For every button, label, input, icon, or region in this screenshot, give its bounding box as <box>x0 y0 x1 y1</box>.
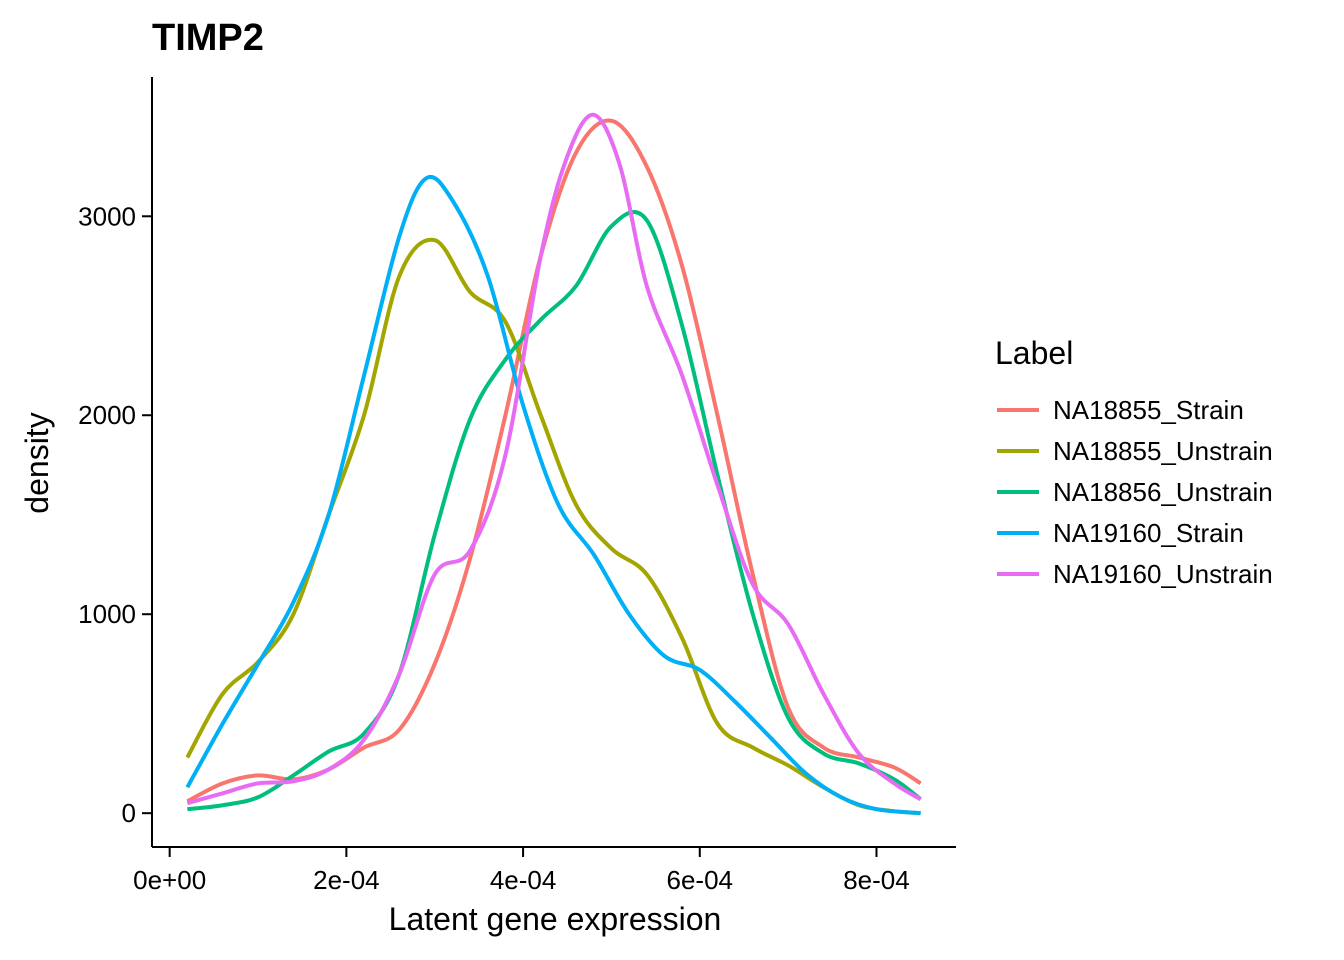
y-axis-label: density <box>19 412 55 513</box>
x-ticks: 0e+00 2e-04 4e-04 6e-04 8e-04 <box>133 847 910 895</box>
legend: Label NA18855_Strain NA18855_Unstrain NA18… <box>995 335 1273 589</box>
x-axis-label: Latent gene expression <box>389 901 722 937</box>
legend-label: NA18855_Unstrain <box>1053 436 1273 466</box>
y-tick-label: 1000 <box>78 599 136 629</box>
y-tick-label: 0 <box>122 798 136 828</box>
y-tick-label: 2000 <box>78 400 136 430</box>
x-tick-label: 4e-04 <box>490 865 557 895</box>
series-line-na18855-unstrain <box>185 237 921 816</box>
legend-label: NA19160_Unstrain <box>1053 559 1273 589</box>
x-tick-label: 2e-04 <box>313 865 380 895</box>
y-tick-label: 3000 <box>78 201 136 231</box>
legend-label: NA19160_Strain <box>1053 518 1244 548</box>
series-line-na19160-unstrain <box>186 112 922 806</box>
series-line-na19160-strain <box>185 175 921 816</box>
series-layer <box>185 112 922 816</box>
legend-title: Label <box>995 335 1073 371</box>
legend-label: NA18855_Strain <box>1053 395 1244 425</box>
series-line-na18856-unstrain <box>187 209 922 812</box>
plot-area <box>185 112 922 816</box>
x-tick-label: 6e-04 <box>667 865 734 895</box>
x-tick-label: 0e+00 <box>133 865 206 895</box>
y-ticks: 0 1000 2000 3000 <box>78 201 152 828</box>
x-tick-label: 8e-04 <box>843 865 910 895</box>
legend-label: NA18856_Unstrain <box>1053 477 1273 507</box>
series-line-na18855-strain <box>186 118 922 804</box>
chart-title: TIMP2 <box>152 17 264 59</box>
